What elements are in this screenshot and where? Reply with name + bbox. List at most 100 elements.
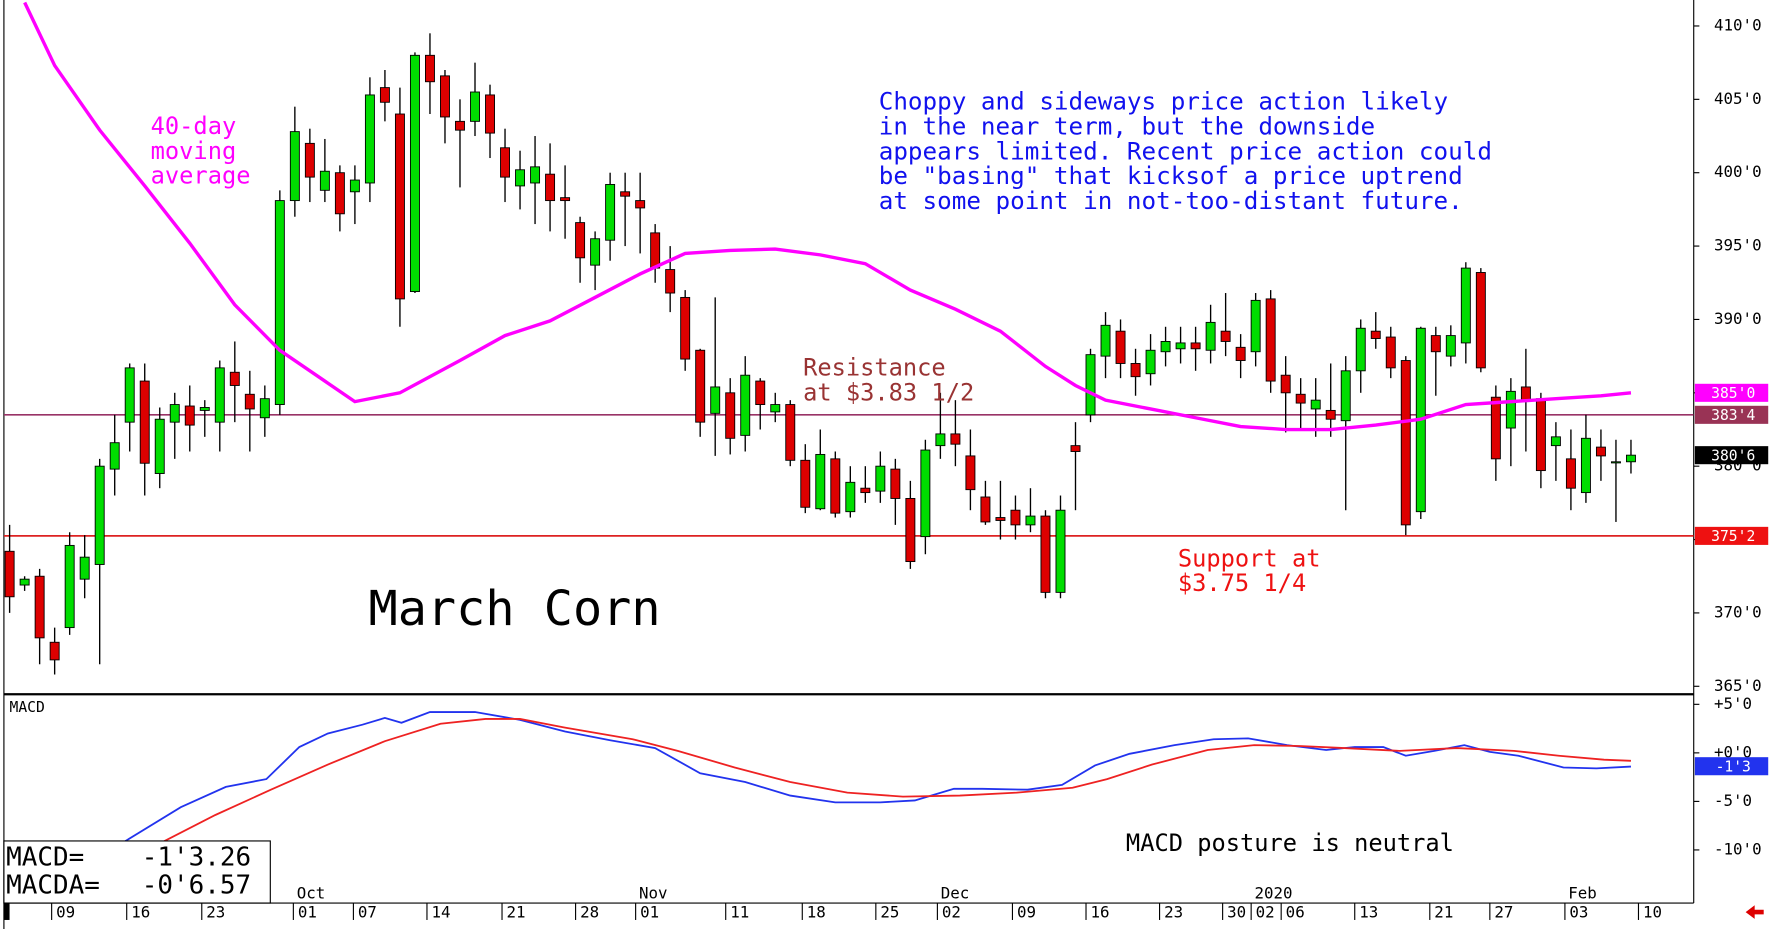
candle-body	[560, 197, 571, 202]
candle-body	[470, 91, 480, 122]
annotation: in the near term, but the downside	[879, 112, 1375, 141]
candle-body	[1055, 509, 1066, 593]
candle-body	[1235, 346, 1246, 361]
candle-body	[680, 296, 691, 360]
candle-body	[1130, 363, 1141, 378]
series-line	[124, 711, 1632, 842]
candle-body	[94, 465, 105, 565]
candle-body	[199, 407, 210, 411]
month-label: 2020	[1255, 884, 1293, 903]
annotation: Support at	[1178, 544, 1321, 572]
candle-body	[1595, 446, 1606, 457]
candle-body	[1100, 324, 1111, 357]
x-tick-label: 07	[358, 903, 377, 922]
candle-body	[1295, 393, 1306, 404]
x-tick-label: 03	[1569, 903, 1588, 922]
candle-body	[1565, 458, 1576, 489]
candle-body	[394, 113, 405, 300]
price-label-box	[1694, 446, 1769, 465]
candle-body	[665, 269, 676, 294]
x-tick-label: 13	[1359, 903, 1378, 922]
candle-body	[905, 498, 916, 563]
candle-body	[49, 641, 60, 661]
x-tick-label: 02	[942, 903, 961, 922]
candle-body	[319, 170, 330, 191]
candle-body	[1040, 515, 1051, 593]
y-tick-label: +0'0	[1714, 742, 1752, 761]
axes: 365'0370'0375'0380'0385'0390'0395'0400'0…	[3, 15, 1769, 922]
candle-body	[605, 183, 616, 241]
candle-body	[830, 458, 841, 514]
candle-body	[710, 386, 721, 414]
candle-body	[890, 468, 901, 499]
candle-body	[349, 179, 360, 193]
x-tick-label: 09	[1017, 903, 1036, 922]
x-tick-label: 30	[1227, 903, 1246, 922]
candle-body	[259, 398, 270, 419]
candle-body	[590, 238, 601, 266]
y-tick-label: 395'0	[1714, 236, 1762, 255]
candle-body	[1085, 354, 1096, 416]
candle-body	[1370, 330, 1381, 339]
price-label: 385'0	[1711, 385, 1755, 402]
y-tick-label: 410'0	[1714, 15, 1762, 34]
candle-body	[1610, 461, 1621, 464]
annotation: at some point in not-too-distant future.	[879, 186, 1463, 215]
scroll-marker	[3, 903, 10, 920]
panel-title: MACD	[10, 699, 45, 716]
y-tick-label: +5'0	[1714, 694, 1752, 713]
candle-body	[620, 191, 631, 197]
price-label: -1'3	[1716, 758, 1751, 775]
y-tick-label: 400'0	[1714, 162, 1762, 181]
candle-body	[1010, 509, 1021, 526]
candle-body	[530, 166, 541, 184]
candle-body	[1115, 330, 1126, 364]
candle-body	[379, 87, 390, 103]
candle-body	[1220, 330, 1231, 342]
month-label: Feb	[1568, 884, 1597, 903]
candle-body	[169, 404, 180, 423]
annotation: Resistance	[803, 354, 946, 382]
x-tick-label: 02	[1256, 903, 1275, 922]
annotation: Choppy and sideways price action likely	[879, 87, 1448, 116]
x-tick-label: 16	[131, 903, 150, 922]
x-tick-label: 27	[1494, 903, 1513, 922]
candle-body	[725, 392, 736, 439]
candle-body	[34, 575, 45, 639]
y-tick-label: -10'0	[1714, 839, 1762, 858]
candle-body	[1265, 298, 1276, 382]
candle-body	[1070, 445, 1081, 452]
scroll-arrow[interactable]	[1745, 905, 1764, 919]
candle-body	[1490, 396, 1501, 460]
annotation: $3.75 1/4	[1178, 569, 1306, 597]
candle-body	[755, 380, 766, 406]
candle-body	[965, 455, 976, 491]
price-label: 380'6	[1711, 447, 1755, 464]
x-tick-label: 01	[298, 903, 317, 922]
candle-body	[1145, 349, 1156, 375]
candle-body	[1505, 390, 1516, 429]
x-tick-label: 23	[1164, 903, 1183, 922]
candle-body	[440, 75, 450, 118]
y-tick-label: 390'0	[1714, 309, 1762, 328]
candle-body	[980, 496, 991, 523]
candle-body	[1445, 335, 1456, 357]
candle-body	[1625, 454, 1636, 463]
candle-body	[950, 433, 961, 445]
annotation: appears limited. Recent price action cou…	[879, 136, 1492, 165]
readout-label: MACDA=	[6, 871, 100, 901]
candle-body	[184, 405, 195, 426]
readout-value: -1'3.26	[142, 842, 251, 872]
candle-body	[1175, 342, 1186, 350]
x-tick-label: 18	[807, 903, 826, 922]
candle-body	[575, 222, 586, 259]
candle-body	[424, 54, 435, 83]
candle-body	[274, 200, 285, 406]
candle-body	[920, 449, 931, 538]
x-tick-label: 21	[507, 903, 526, 922]
readout-box	[3, 840, 271, 904]
price-label-box	[1694, 757, 1769, 776]
panel-title: March Corn	[369, 581, 661, 637]
candle-body	[289, 131, 300, 202]
candle-body	[124, 367, 135, 423]
